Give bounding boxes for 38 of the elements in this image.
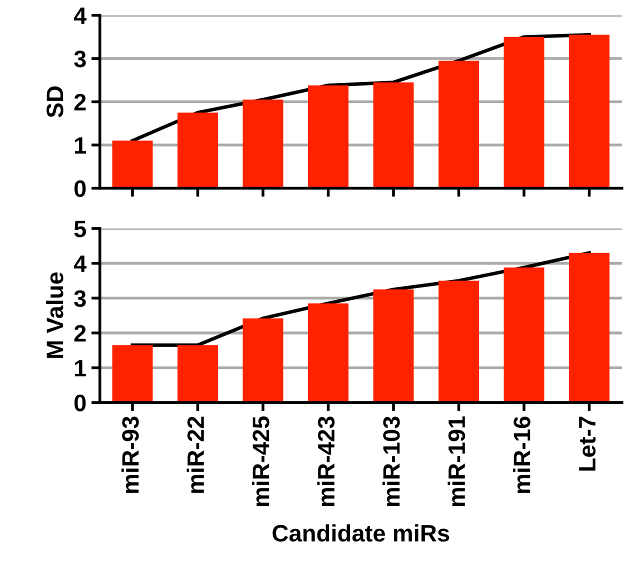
x-tick-label: miR-425 — [252, 416, 270, 506]
x-tick-label: miR-191 — [448, 416, 466, 506]
y-tick-label: 3 — [74, 290, 86, 307]
bar — [178, 112, 218, 188]
bar — [242, 318, 284, 403]
bar — [438, 280, 479, 403]
x-tick-label: miR-22 — [186, 416, 204, 493]
bar — [569, 34, 610, 188]
y-tick-label: 1 — [75, 137, 86, 154]
y-tick-label: 2 — [74, 94, 86, 110]
bar — [178, 345, 218, 403]
bar — [112, 345, 153, 403]
y-axis-title: SD — [46, 86, 64, 118]
bar — [438, 60, 479, 188]
y-tick-label: 3 — [74, 50, 86, 68]
y-tick-label: 1 — [75, 360, 86, 376]
y-tick-label: 0 — [74, 394, 86, 412]
y-tick-label: 4 — [74, 8, 87, 24]
bar — [373, 82, 414, 188]
x-tick-label: Let-7 — [579, 416, 596, 471]
y-axis-title: M Value — [46, 272, 64, 358]
bar — [308, 303, 348, 403]
x-axis-title: Candidate miRs — [272, 524, 450, 542]
bar — [373, 289, 414, 403]
bar — [242, 100, 284, 188]
x-tick-label: miR-16 — [513, 416, 530, 493]
bar — [569, 252, 610, 403]
x-tick-label: miR-93 — [121, 416, 139, 493]
y-tick-label: 2 — [74, 325, 86, 342]
bar — [308, 85, 348, 188]
bar — [504, 267, 544, 403]
y-tick-label: 5 — [74, 220, 86, 238]
y-tick-label: 4 — [74, 256, 87, 272]
bar — [504, 36, 544, 188]
x-tick-label: miR-423 — [317, 416, 335, 506]
x-tick-label: miR-103 — [382, 416, 400, 506]
bar — [112, 140, 153, 188]
y-tick-label: 0 — [74, 180, 86, 198]
